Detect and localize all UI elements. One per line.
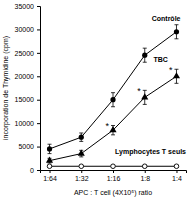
y-tick-mark: [37, 123, 40, 124]
marker: [47, 164, 52, 169]
x-tick: 1:32: [75, 170, 89, 182]
y-tick-label: 5000: [18, 143, 34, 150]
x-tick-mark: [81, 170, 82, 173]
y-tick-mark: [37, 147, 40, 148]
series-label: TBC: [153, 56, 167, 63]
series: [47, 164, 179, 169]
annotation: *: [105, 121, 109, 131]
y-tick-mark: [37, 53, 40, 54]
x-tick-label: 1:32: [75, 175, 89, 182]
marker: [78, 149, 85, 155]
marker: [46, 157, 53, 163]
error-bar: [79, 133, 83, 141]
y-tick-mark: [37, 100, 40, 101]
x-tick: 1:16: [107, 170, 121, 182]
y-tick-label: 25000: [15, 50, 35, 57]
annotation: *: [137, 86, 141, 96]
marker: [110, 97, 115, 102]
marker: [47, 146, 52, 151]
y-tick: 25000: [15, 50, 40, 57]
x-tick-mark: [145, 170, 146, 173]
x-tick-label: 1:8: [140, 175, 150, 182]
marker: [174, 29, 179, 34]
y-tick-label: 0: [30, 167, 34, 174]
marker: [111, 164, 116, 169]
error-bar: [111, 93, 115, 107]
y-axis-line: [37, 7, 41, 171]
y-tick: 35000: [15, 3, 40, 10]
series: [47, 25, 179, 154]
marker: [173, 72, 180, 78]
error-bar: [174, 25, 178, 39]
x-tick: 1:8: [140, 170, 150, 182]
plot-area: [46, 25, 180, 169]
y-tick-label: 20000: [15, 73, 35, 80]
marker: [109, 126, 116, 132]
y-tick-mark: [37, 76, 40, 77]
marker: [174, 164, 179, 169]
x-tick-label: 1:4: [172, 175, 182, 182]
x-tick: 1:64: [43, 170, 57, 182]
y-tick: 5000: [18, 143, 40, 150]
y-axis-title: incorporation de Thymidine (cpm): [2, 36, 10, 140]
x-tick-label: 1:16: [107, 175, 121, 182]
y-tick: 0: [30, 167, 40, 174]
x-tick: 1:4: [172, 170, 182, 182]
y-tick-mark: [37, 6, 40, 7]
x-axis: 1:64 1:32 1:16 1:8 1:4: [41, 170, 187, 182]
x-axis-line: [41, 171, 187, 174]
marker: [142, 164, 147, 169]
y-tick-label: 30000: [15, 26, 35, 33]
series-line: [50, 32, 177, 149]
y-tick-mark: [37, 29, 40, 30]
x-tick-mark: [113, 170, 114, 173]
chart: 050001000015000200002500030000350001:641…: [0, 0, 192, 200]
marker: [141, 93, 148, 99]
y-tick-label: 10000: [15, 120, 35, 127]
annotation: *: [169, 65, 173, 75]
x-tick-label: 1:64: [43, 175, 57, 182]
y-axis: 0 5000 10000 15000 20000 25000 30000 35000: [15, 3, 41, 174]
x-tick-mark: [50, 170, 51, 173]
marker: [79, 135, 84, 140]
x-axis-title: APC : T cell (4X10⁵) ratio: [74, 189, 152, 197]
error-bar: [48, 144, 52, 153]
y-tick: 20000: [15, 73, 40, 80]
y-tick-label: 15000: [15, 96, 35, 103]
marker: [79, 164, 84, 169]
error-bar: [143, 48, 147, 62]
y-tick-mark: [37, 170, 40, 171]
series-label: Lymphocytes T seuls: [115, 148, 186, 156]
x-tick-mark: [176, 170, 177, 173]
y-tick: 15000: [15, 96, 40, 103]
y-tick: 10000: [15, 120, 40, 127]
y-tick-label: 35000: [15, 3, 35, 10]
y-tick: 30000: [15, 26, 40, 33]
series-label: Contrôle: [152, 15, 181, 22]
marker: [142, 53, 147, 58]
